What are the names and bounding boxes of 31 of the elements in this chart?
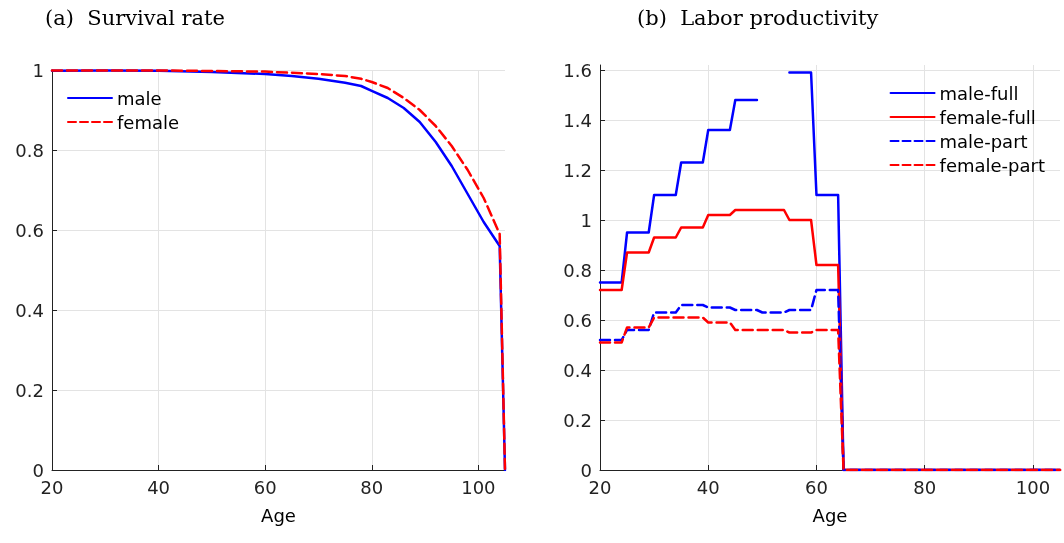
y-tick-label: 0.8 [563,259,592,281]
legend-label: male-part [939,130,1028,152]
legend-label: female-part [939,154,1046,176]
y-tick-label: 1.4 [563,109,592,131]
x-tick-label: 60 [253,476,277,498]
y-tick-label: 0.4 [563,359,592,381]
y-tick-label: 1.6 [563,59,592,81]
x-axis-title: Age [261,504,296,526]
y-tick-label: 0.6 [563,309,592,331]
x-axis-title: Age [812,504,848,526]
y-tick-label: 1 [580,209,592,231]
y-tick-label: 0.2 [15,379,44,401]
y-tick-label: 0.6 [15,219,44,241]
x-tick-label: 60 [805,476,828,498]
x-tick-label: 100 [461,476,496,498]
chart-title: (a) Survival rate [45,5,225,30]
y-tick-label: 1.2 [563,159,592,181]
chart-title: (b) Labor productivity [637,5,879,30]
x-tick-label: 40 [147,476,171,498]
x-tick-label: 100 [1015,476,1051,498]
y-tick-label: 0.4 [15,299,44,321]
y-tick-label: 0.2 [563,409,592,431]
y-tick-label: 1 [32,59,44,81]
legend-label: female-full [939,106,1036,128]
y-tick-label: 0.8 [15,139,44,161]
x-tick-label: 80 [360,476,384,498]
legend-label: male [117,87,162,109]
x-tick-label: 40 [696,476,720,498]
legend-label: female [117,111,180,133]
x-tick-label: 80 [913,476,937,498]
legend-label: male-full [939,82,1019,104]
